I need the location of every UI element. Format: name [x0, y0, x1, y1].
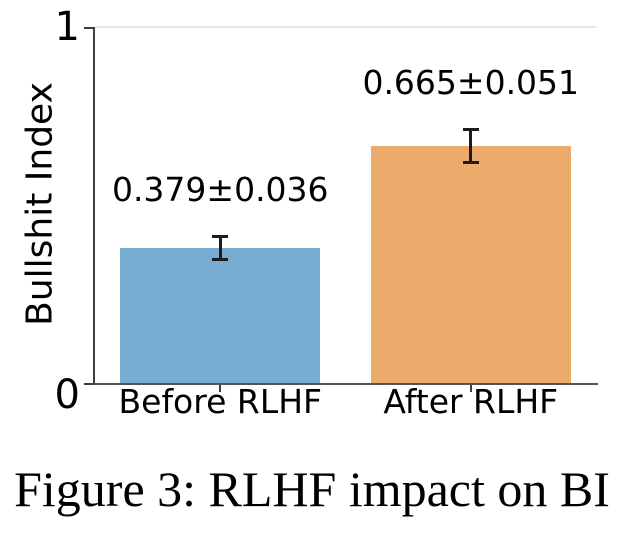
- y-axis-line: [93, 27, 95, 385]
- x-tick-label-before-rlhf: Before RLHF: [118, 382, 323, 421]
- error-cap-bottom: [462, 161, 479, 165]
- x-tick-mark-before-rlhf: [219, 385, 222, 392]
- y-tick-mark-0: [84, 383, 94, 385]
- error-line: [469, 128, 473, 165]
- y-tick-label-0: 0: [54, 372, 80, 418]
- error-bar-after-rlhf: [462, 128, 480, 165]
- y-tick-mark-1: [84, 27, 94, 29]
- value-label-after-rlhf: 0.665±0.051: [362, 63, 580, 103]
- error-line: [218, 235, 222, 261]
- y-tick-label-1: 1: [54, 4, 80, 50]
- x-tick-label-after-rlhf: After RLHF: [383, 382, 559, 421]
- error-cap-bottom: [212, 257, 229, 261]
- bar-before-rlhf: [120, 248, 321, 383]
- gridline-y-1: [95, 26, 596, 28]
- y-axis-title: Bullshit Index: [19, 82, 61, 326]
- x-tick-mark-after-rlhf: [469, 385, 472, 392]
- figure-caption: Figure 3: RLHF impact on BI: [14, 461, 610, 517]
- x-axis-line: [88, 383, 598, 385]
- bar-after-rlhf: [370, 146, 571, 383]
- error-bar-before-rlhf: [211, 235, 229, 261]
- value-label-before-rlhf: 0.379±0.036: [111, 170, 329, 210]
